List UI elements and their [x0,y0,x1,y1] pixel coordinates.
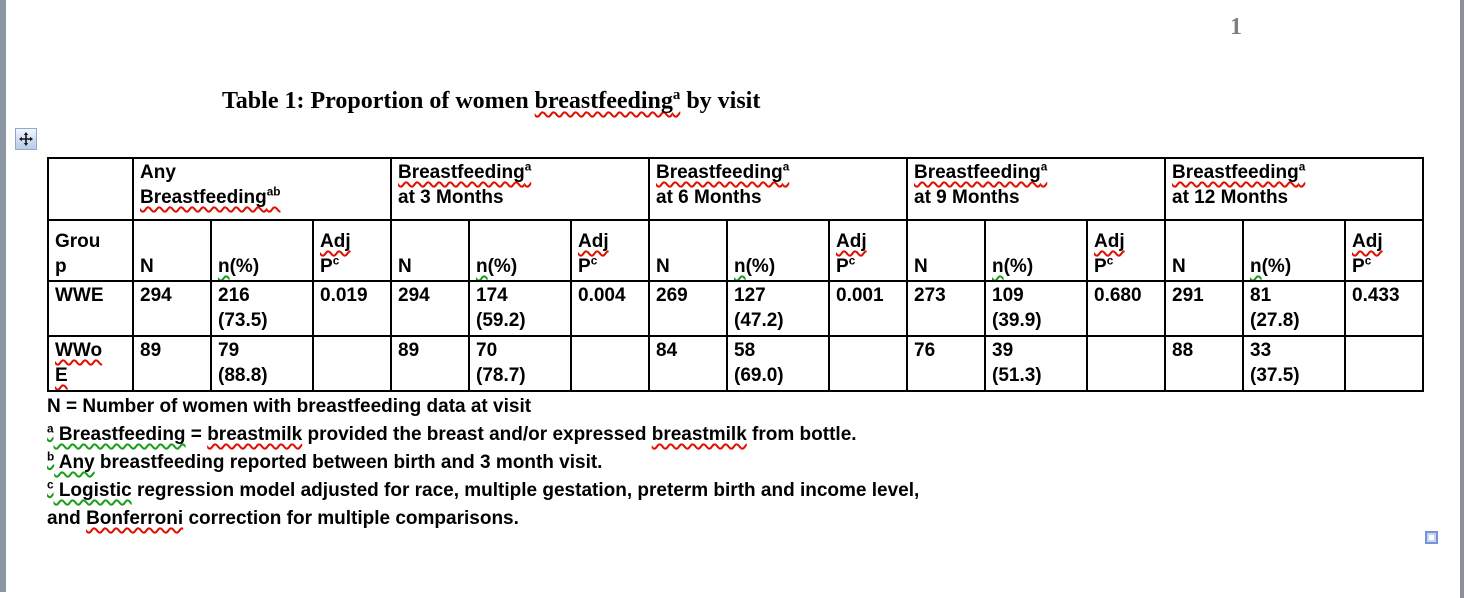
group-header-12-months: Breastfeedinga at 12 Months [1164,157,1424,221]
footnote-line: and Bonferroni correction for multiple c… [47,505,1437,533]
move-cross-arrows-icon [18,131,34,147]
data-cell [570,335,650,392]
title-text: Table 1: Proportion of women [222,88,535,114]
table-subheader-row: Group N n(%) Adj Pc N n(%) Adj Pc N n(%) A… [47,219,1424,282]
data-cell [1086,335,1166,392]
row-label: WWoE [47,335,134,392]
group-header-9-months: Breastfeedinga at 9 Months [906,157,1166,221]
table-group-header-row: Any Breastfeedingab Breastfeedinga at 3 Mo… [47,157,1424,221]
data-cell: 109 (39.9) [984,280,1088,337]
col-header-adj-p: Adj Pc [828,219,908,282]
col-header-adj-p: Adj Pc [570,219,650,282]
misspelled-word: Breastfeedinga [398,160,532,183]
data-cell: 216 (73.5) [210,280,314,337]
data-cell: 89 [132,335,212,392]
footnote-segment: regression model adjusted for race, mult… [131,480,920,501]
group-header-6-months: Breastfeedinga at 6 Months [648,157,908,221]
data-cell: 88 [1164,335,1244,392]
col-header-npct: n(%) [984,219,1088,282]
data-cell [312,335,392,392]
footnote-segment: c [47,478,54,492]
footnote-segment: b [47,450,55,464]
misspelled-word: Breastfeedinga [656,160,790,183]
breastfeeding-table: Any Breastfeedingab Breastfeedinga at 3 Mo… [47,157,1424,392]
data-cell: 79 (88.8) [210,335,314,392]
data-cell: 0.433 [1344,280,1424,337]
data-cell: 291 [1164,280,1244,337]
footnote-line: c Logistic regression model adjusted for… [47,477,1437,505]
page-number: 1 [1230,14,1242,40]
data-cell: 0.680 [1086,280,1166,337]
table-title: Table 1: Proportion of women breastfeedi… [222,88,760,115]
data-cell: 70 (78.7) [468,335,572,392]
footnote-segment: correction for multiple comparisons. [183,508,519,529]
data-cell: 0.019 [312,280,392,337]
footnotes: N = Number of women with breastfeeding d… [47,393,1437,533]
footnote-segment: N = Number of women with breastfeeding d… [47,396,532,417]
corner-cell [47,157,134,221]
title-text-after: by visit [680,88,761,114]
misspelled-word: Breastfeedingab [140,185,281,208]
group-header-3-months: Breastfeedinga at 3 Months [390,157,650,221]
data-cell: 127 (47.2) [726,280,830,337]
data-cell: 294 [132,280,212,337]
data-cell: 84 [648,335,728,392]
footnote-segment: Logistic [53,480,132,501]
misspelled-word: Breastfeedinga [914,160,1048,183]
col-header-npct: n(%) [726,219,830,282]
page-left-edge [0,0,6,592]
data-cell: 273 [906,280,986,337]
group-column-header: Group [47,219,134,282]
data-cell: 0.001 [828,280,908,337]
misspelled-word: Breastfeedinga [1172,160,1306,183]
footnote-segment: Any [54,452,95,473]
footnote-segment: breastmilk [651,424,747,445]
data-cell [1344,335,1424,392]
data-cell: 33 (37.5) [1242,335,1346,392]
footnote-segment: from bottle. [746,424,857,445]
data-cell: 294 [390,280,470,337]
col-header-adj-p: Adj Pc [312,219,392,282]
data-cell: 269 [648,280,728,337]
col-header-n: N [1164,219,1244,282]
footnote-segment: provided the breast and/or expressed [302,424,652,445]
data-cell: 0.004 [570,280,650,337]
table-row-wwe: WWE 294 216 (73.5) 0.019 294 174 (59.2) … [47,280,1424,337]
data-cell: 89 [390,335,470,392]
footnote-segment: Breastfeeding [53,424,186,445]
data-cell: 39 (51.3) [984,335,1088,392]
col-header-npct: n(%) [468,219,572,282]
col-header-n: N [648,219,728,282]
col-header-adj-p: Adj Pc [1344,219,1424,282]
page-right-edge [1460,0,1464,598]
title-misspelled-word: breastfeedinga [534,87,681,114]
footnote-line: N = Number of women with breastfeeding d… [47,393,1437,421]
footnote-line: b Any breastfeeding reported between bir… [47,449,1437,477]
footnote-segment: and [47,508,87,529]
col-header-n: N [906,219,986,282]
footnote-line: a Breastfeeding = breastmilk provided th… [47,421,1437,449]
col-header-npct: n(%) [1242,219,1346,282]
col-header-n: N [390,219,470,282]
footnote-segment: Bonferroni [86,508,184,529]
col-header-n: N [132,219,212,282]
footnote-segment: breastfeeding reported between birth and… [94,452,603,473]
footnote-segment: = [185,424,208,445]
footnote-segment: a [47,422,54,436]
row-label: WWE [47,280,134,337]
data-cell: 76 [906,335,986,392]
content-anchor-square-icon[interactable] [1425,531,1438,544]
col-header-npct: n(%) [210,219,314,282]
table-row-wwoe: WWoE 89 79 (88.8) 89 70 (78.7) 84 58 (69… [47,335,1424,392]
data-cell [828,335,908,392]
footnote-segment: breastmilk [207,424,303,445]
col-header-adj-p: Adj Pc [1086,219,1166,282]
data-cell: 58 (69.0) [726,335,830,392]
data-cell: 81 (27.8) [1242,280,1346,337]
data-cell: 174 (59.2) [468,280,572,337]
group-header-any-breastfeeding: Any Breastfeedingab [132,157,392,221]
table-move-handle[interactable] [15,128,37,150]
